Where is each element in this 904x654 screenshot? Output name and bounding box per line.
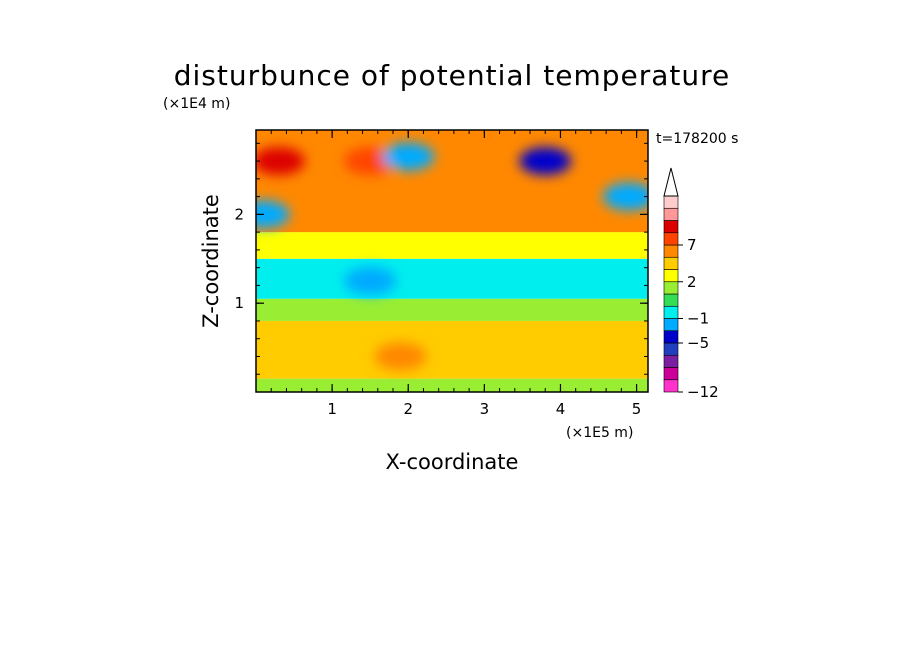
colorbar-segment [663, 207, 679, 221]
colorbar-segment [663, 342, 679, 356]
chart-title: disturbunce of potential temperature [174, 59, 731, 92]
colorbar-segment [663, 256, 679, 270]
x-tick-label: 4 [556, 400, 566, 418]
plot-frame [255, 129, 649, 393]
x-tick-label: 3 [480, 400, 490, 418]
field-features [256, 142, 648, 371]
colorbar-segment [663, 305, 679, 319]
field-band [256, 232, 648, 259]
field-feature [256, 200, 290, 229]
colorbar-tick-label: −12 [687, 383, 719, 401]
time-label: t=178200 s [656, 131, 738, 147]
field-feature [602, 182, 648, 211]
y-axis-label: Z-coordinate [199, 194, 223, 328]
field-band [256, 378, 648, 392]
y-units-label: (×1E4 m) [163, 96, 230, 112]
colorbar-segment [663, 379, 679, 393]
colorbar-segment [663, 293, 679, 307]
x-axis-label: X-coordinate [386, 450, 519, 474]
plot-area [256, 130, 648, 392]
colorbar-tick-label: −1 [687, 310, 709, 328]
x-units-label: (×1E5 m) [566, 425, 633, 441]
colorbar-segment [663, 220, 679, 234]
colorbar: 7 2 −1 −5 −12 [663, 167, 719, 401]
colorbar-segment [663, 281, 679, 295]
field-feature [519, 147, 572, 176]
x-axis: 1 2 3 4 5 [270, 130, 642, 418]
x-tick-label: 1 [327, 400, 337, 418]
field-band [256, 258, 648, 299]
field-feature [374, 342, 427, 371]
colorbar-segment [663, 269, 679, 283]
colorbar-tick-label: 2 [687, 273, 697, 291]
colorbar-segment [663, 244, 679, 258]
colorbar-segment [663, 232, 679, 246]
colorbar-extend-arrow [663, 167, 679, 197]
colorbar-segment [663, 367, 679, 381]
colorbar-segment [663, 318, 679, 332]
field-band [256, 130, 648, 233]
colorbar-segment [663, 354, 679, 368]
y-tick-label: 1 [234, 294, 244, 312]
field-feature [344, 266, 397, 295]
field-feature [382, 142, 435, 171]
colorbar-segment [663, 195, 679, 209]
field-band [256, 320, 648, 379]
colorbar-tick-label: 7 [687, 236, 697, 254]
y-tick-label: 2 [234, 205, 244, 223]
field-band [256, 298, 648, 321]
colorbar-segment [663, 330, 679, 344]
x-tick-label: 5 [632, 400, 642, 418]
field-bands [256, 130, 648, 392]
colorbar-tick-label: −5 [687, 334, 709, 352]
x-tick-label: 2 [403, 400, 413, 418]
field-feature [256, 147, 305, 176]
y-axis: 12 [234, 142, 648, 375]
